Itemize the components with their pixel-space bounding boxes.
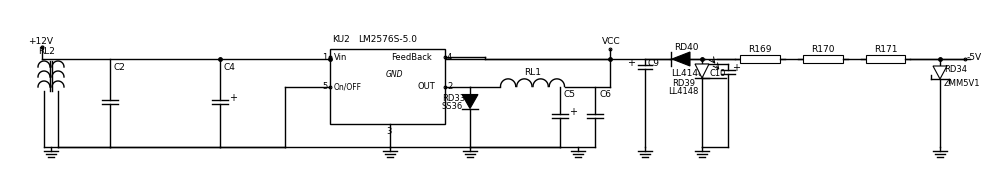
- Text: +: +: [229, 93, 237, 103]
- Text: LM2576S-5.0: LM2576S-5.0: [358, 35, 417, 45]
- Text: On/OFF: On/OFF: [334, 82, 362, 91]
- Text: 1: 1: [322, 52, 327, 62]
- Text: -5V: -5V: [967, 52, 982, 62]
- Text: RD39: RD39: [672, 79, 695, 88]
- Bar: [740, 55, 780, 63]
- Text: +: +: [732, 63, 740, 73]
- Bar: [803, 55, 843, 63]
- Polygon shape: [672, 52, 690, 66]
- Text: OUT: OUT: [417, 82, 435, 91]
- Text: RD34: RD34: [944, 66, 967, 74]
- Text: C4: C4: [223, 62, 235, 71]
- Text: C10: C10: [710, 69, 726, 79]
- Text: GND: GND: [386, 70, 404, 79]
- Text: 2: 2: [447, 82, 452, 91]
- Polygon shape: [933, 66, 947, 79]
- Text: KU2: KU2: [332, 35, 350, 45]
- Text: +: +: [569, 107, 577, 117]
- Polygon shape: [695, 64, 709, 78]
- Text: RL2: RL2: [38, 47, 55, 55]
- Text: 4: 4: [447, 52, 452, 62]
- Text: SS36: SS36: [442, 102, 463, 111]
- Text: +: +: [627, 58, 635, 68]
- Text: R171: R171: [874, 45, 897, 54]
- Text: VCC: VCC: [602, 37, 621, 45]
- Text: RD40: RD40: [674, 42, 698, 52]
- Text: +12V: +12V: [28, 37, 53, 45]
- Bar: [866, 55, 905, 63]
- Text: LL4148: LL4148: [668, 86, 698, 96]
- Text: C9: C9: [648, 59, 660, 67]
- Text: R170: R170: [811, 45, 835, 54]
- Text: FeedBack: FeedBack: [391, 52, 432, 62]
- Text: ZMM5V1: ZMM5V1: [944, 79, 980, 88]
- Text: 5: 5: [322, 82, 327, 91]
- Text: Vin: Vin: [334, 52, 347, 62]
- Polygon shape: [462, 95, 478, 108]
- Text: RD33: RD33: [442, 94, 465, 103]
- Text: C2: C2: [113, 62, 125, 71]
- Bar: [330, 49, 445, 124]
- Text: R169: R169: [748, 45, 772, 54]
- Text: LL4148: LL4148: [671, 69, 704, 78]
- Text: RL1: RL1: [524, 68, 541, 77]
- Text: C5: C5: [564, 90, 576, 99]
- Text: C6: C6: [599, 90, 611, 99]
- Text: 3: 3: [386, 127, 391, 137]
